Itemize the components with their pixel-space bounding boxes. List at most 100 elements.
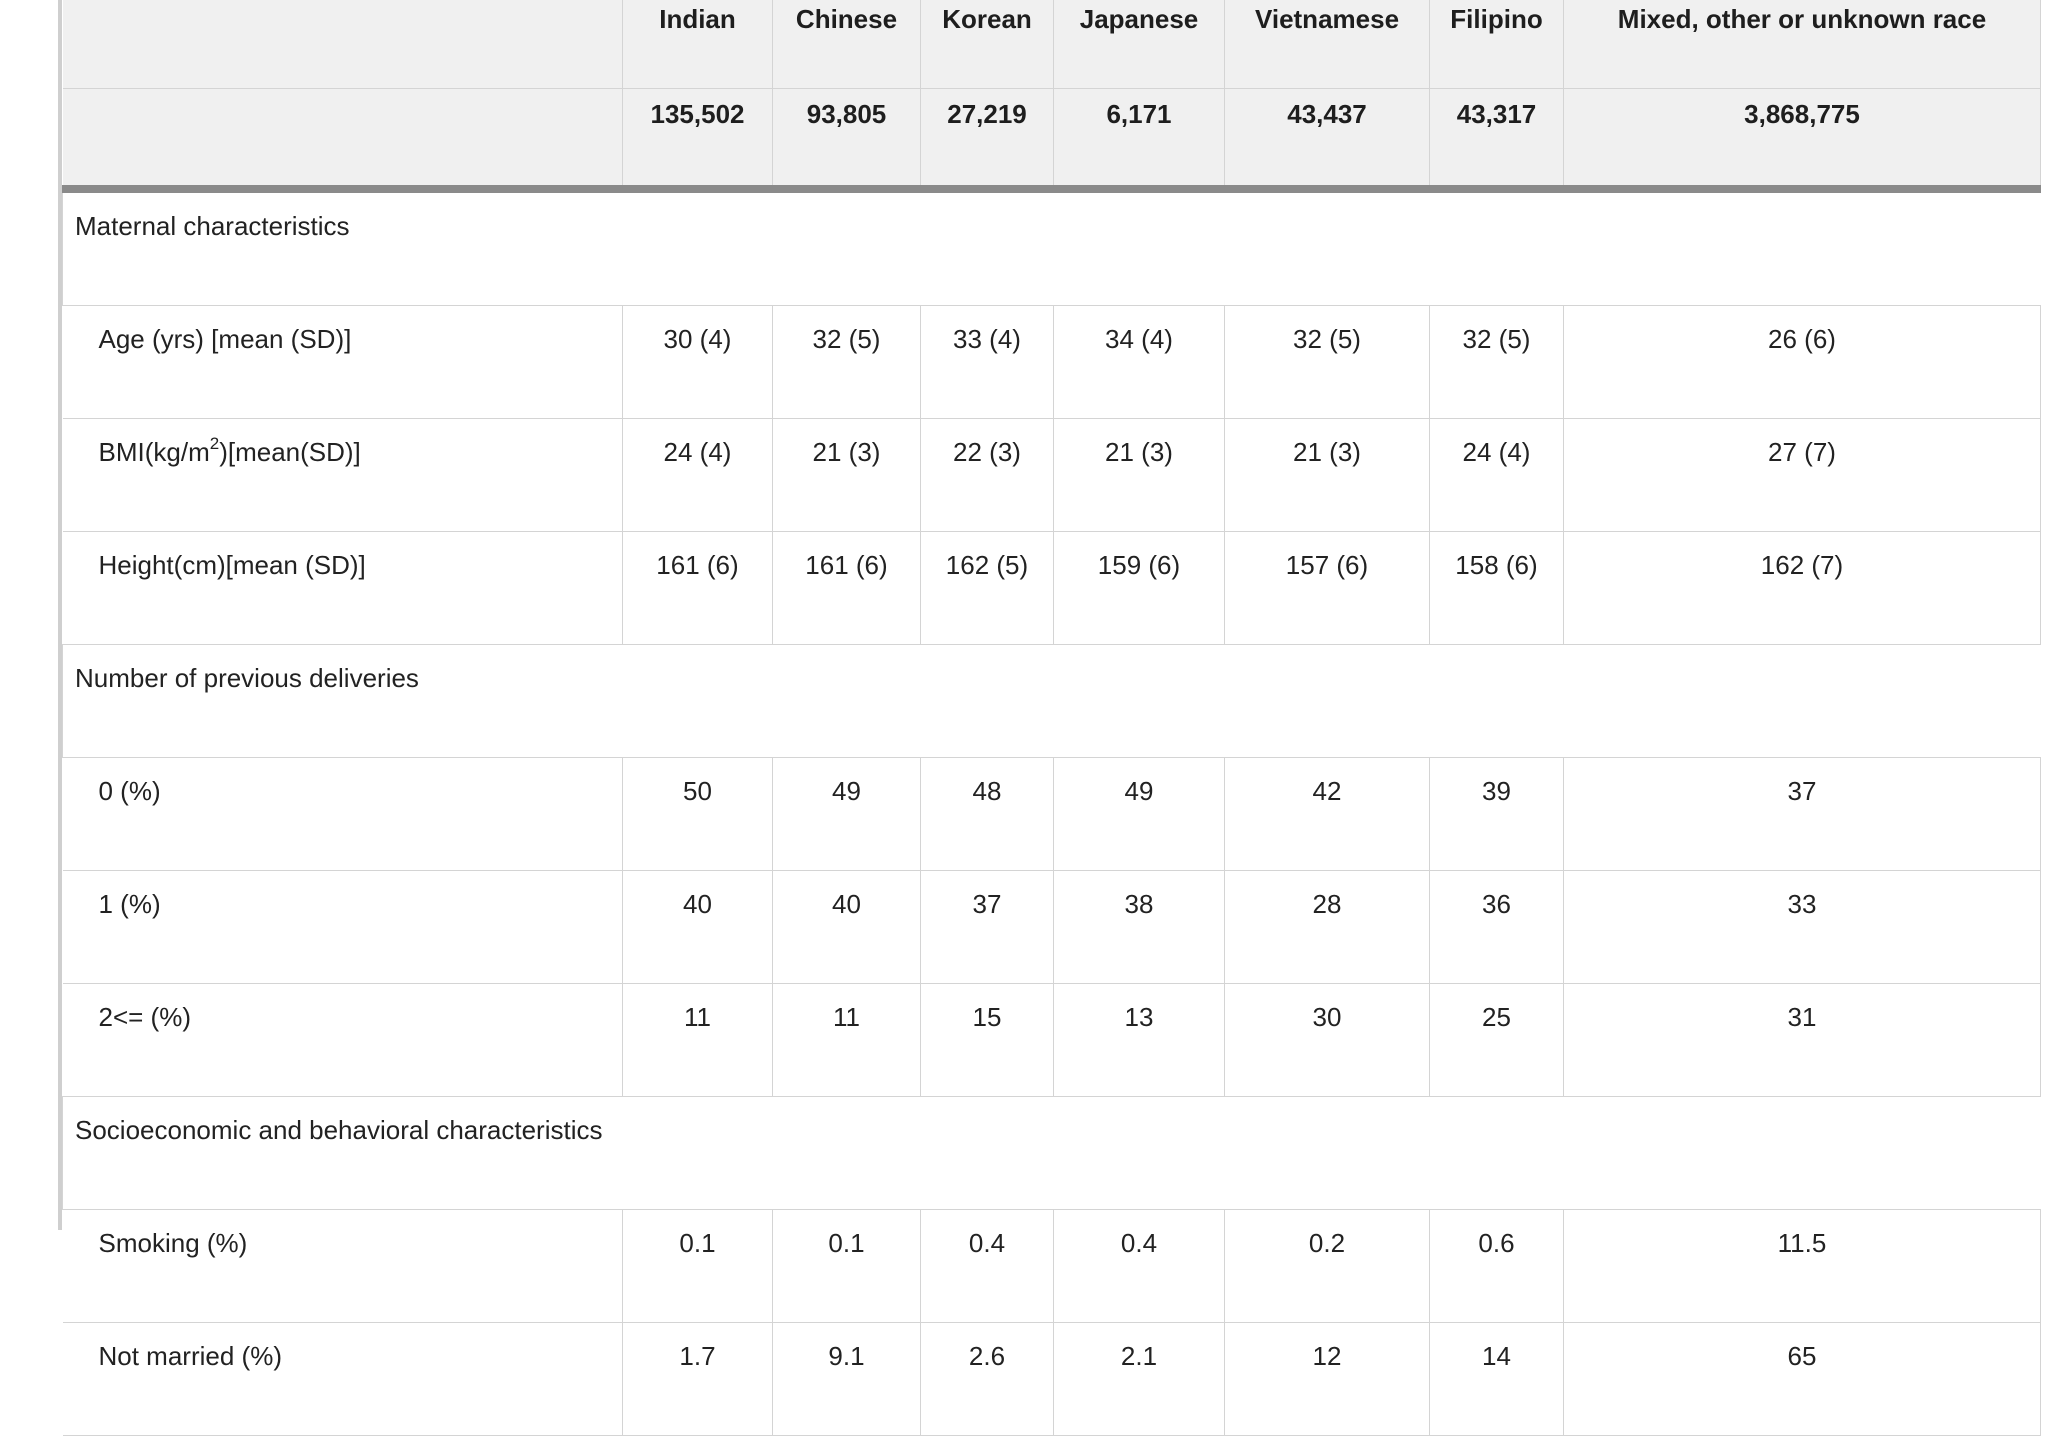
row-label: Smoking (%) [62,1209,623,1323]
table-row: Smoking (%) 0.1 0.1 0.4 0.4 0.2 0.6 11.5 [62,1209,2041,1323]
table-cell: 15 [920,983,1054,1097]
table-cell: 38 [1053,870,1225,984]
table-cell: 0.2 [1224,1209,1430,1323]
table-cell: 162 (5) [920,531,1054,645]
table-cell: 2.1 [1053,1322,1225,1436]
section-row: Socioeconomic and behavioral characteris… [62,1096,2041,1210]
table-cell: 21 (3) [772,418,921,532]
table-cell: 32 (5) [1224,305,1430,419]
column-header-chinese: Chinese [772,0,921,89]
column-count-vietnamese: 43,437 [1224,88,1430,193]
table-cell: 39 [1429,757,1564,871]
table-cell: 50 [622,757,773,871]
table-row: 0 (%) 50 49 48 49 42 39 37 [62,757,2041,871]
column-count-filipino: 43,317 [1429,88,1564,193]
table-row: Age (yrs) [mean (SD)] 30 (4) 32 (5) 33 (… [62,305,2041,419]
column-header-japanese: Japanese [1053,0,1225,89]
table-cell: 40 [622,870,773,984]
table-cell: 0.4 [1053,1209,1225,1323]
table-cell: 21 (3) [1053,418,1225,532]
column-header-vietnamese: Vietnamese [1224,0,1430,89]
table-cell: 34 (4) [1053,305,1225,419]
table-row: 2<= (%) 11 11 15 13 30 25 31 [62,983,2041,1097]
column-count-chinese: 93,805 [772,88,921,193]
table-cell: 27 (7) [1563,418,2041,532]
table-row: 1 (%) 40 40 37 38 28 36 33 [62,870,2041,984]
table-cell: 0.1 [622,1209,773,1323]
table-cell: 1.7 [622,1322,773,1436]
row-label: 2<= (%) [62,983,623,1097]
table-cell: 37 [1563,757,2041,871]
table-cell: 31 [1563,983,2041,1097]
section-title-socioeconomic: Socioeconomic and behavioral characteris… [62,1096,2041,1210]
table-cell: 14 [1429,1322,1564,1436]
page: Indian Chinese Korean Japanese Vietnames… [58,0,2041,1436]
row-label: 0 (%) [62,757,623,871]
section-title-maternal: Maternal characteristics [62,189,2041,306]
row-label: Not married (%) [62,1322,623,1436]
column-count-korean: 27,219 [920,88,1054,193]
table-cell: 32 (5) [1429,305,1564,419]
table-cell: 0.1 [772,1209,921,1323]
header-row-names: Indian Chinese Korean Japanese Vietnames… [62,0,2041,89]
table-cell: 49 [772,757,921,871]
table-cell: 48 [920,757,1054,871]
column-header-mixed: Mixed, other or unknown race [1563,0,2041,89]
table-cell: 30 [1224,983,1430,1097]
row-label-prefix: BMI(kg/m [98,437,210,467]
table-cell: 49 [1053,757,1225,871]
row-label-superscript: 2 [209,434,220,454]
row-label: 1 (%) [62,870,623,984]
section-row: Number of previous deliveries [62,644,2041,758]
table-cell: 158 (6) [1429,531,1564,645]
row-label-suffix: )[mean(SD)] [219,437,361,467]
table-cell: 28 [1224,870,1430,984]
column-header-korean: Korean [920,0,1054,89]
table-cell: 36 [1429,870,1564,984]
column-header-indian: Indian [622,0,773,89]
column-header-filipino: Filipino [1429,0,1564,89]
column-count-japanese: 6,171 [1053,88,1225,193]
column-count-mixed: 3,868,775 [1563,88,2041,193]
table-row: Height(cm)[mean (SD)] 161 (6) 161 (6) 16… [62,531,2041,645]
section-title-deliveries: Number of previous deliveries [62,644,2041,758]
header-row-counts: 135,502 93,805 27,219 6,171 43,437 43,31… [62,88,2041,193]
table-cell: 42 [1224,757,1430,871]
table-cell: 11 [622,983,773,1097]
section-row: Maternal characteristics [62,189,2041,306]
table-cell: 24 (4) [1429,418,1564,532]
table-cell: 24 (4) [622,418,773,532]
table-cell: 13 [1053,983,1225,1097]
table-cell: 25 [1429,983,1564,1097]
row-label: BMI(kg/m2)[mean(SD)] [62,418,623,532]
table-cell: 161 (6) [622,531,773,645]
row-label: Age (yrs) [mean (SD)] [62,305,623,419]
table-cell: 65 [1563,1322,2041,1436]
table-cell: 12 [1224,1322,1430,1436]
table-cell: 157 (6) [1224,531,1430,645]
table-cell: 22 (3) [920,418,1054,532]
table-cell: 40 [772,870,921,984]
table-cell: 32 (5) [772,305,921,419]
table-cell: 159 (6) [1053,531,1225,645]
table-cell: 33 [1563,870,2041,984]
table-body: Maternal characteristics Age (yrs) [mean… [62,189,2041,1436]
table-cell: 11.5 [1563,1209,2041,1323]
table-cell: 0.4 [920,1209,1054,1323]
table-cell: 9.1 [772,1322,921,1436]
table-cell: 11 [772,983,921,1097]
table-cell: 30 (4) [622,305,773,419]
table-cell: 21 (3) [1224,418,1430,532]
demographics-table: Indian Chinese Korean Japanese Vietnames… [62,0,2041,1436]
table-header: Indian Chinese Korean Japanese Vietnames… [62,0,2041,193]
left-border [58,0,62,1230]
table-cell: 0.6 [1429,1209,1564,1323]
table-cell: 26 (6) [1563,305,2041,419]
table-cell: 33 (4) [920,305,1054,419]
table-row: BMI(kg/m2)[mean(SD)] 24 (4) 21 (3) 22 (3… [62,418,2041,532]
table-row: Not married (%) 1.7 9.1 2.6 2.1 12 14 65 [62,1322,2041,1436]
row-label: Height(cm)[mean (SD)] [62,531,623,645]
header-corner-count [62,88,623,193]
table-cell: 2.6 [920,1322,1054,1436]
header-corner [62,0,623,89]
